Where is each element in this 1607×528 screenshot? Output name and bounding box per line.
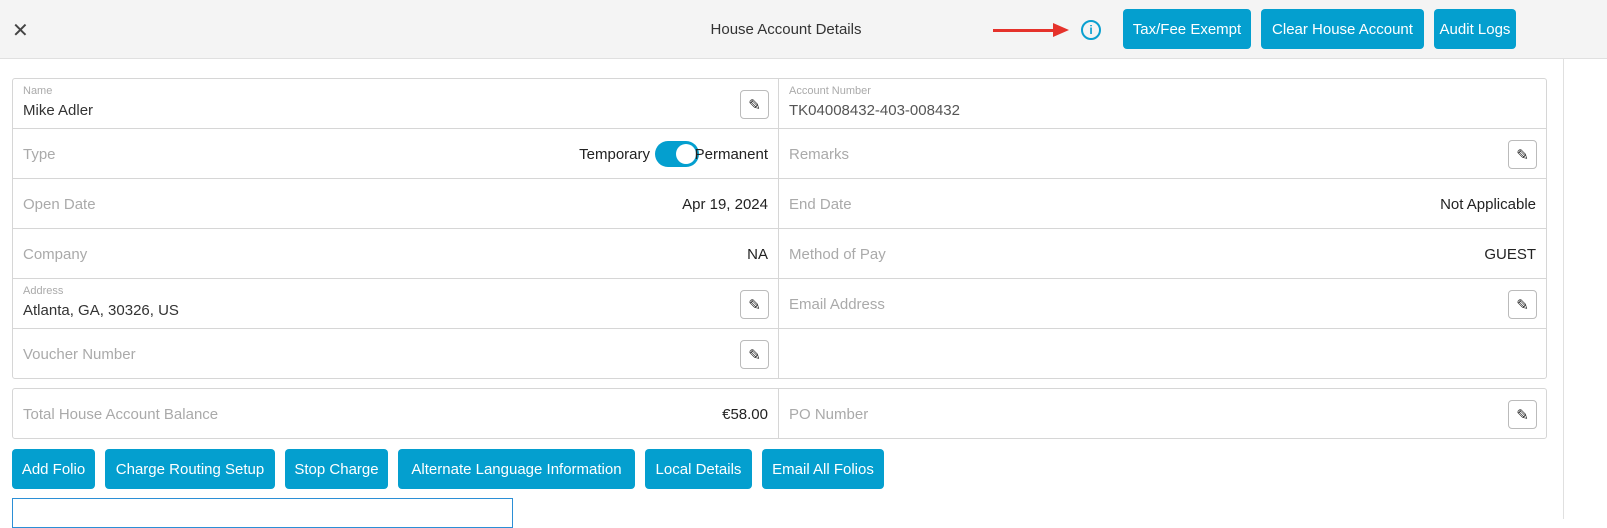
local-details-button[interactable]: Local Details [645, 449, 752, 489]
type-label: Type [23, 146, 56, 163]
method-of-pay-label: Method of Pay [789, 246, 886, 263]
end-date-field: End Date Not Applicable [779, 179, 1546, 228]
charge-routing-setup-button[interactable]: Charge Routing Setup [105, 449, 275, 489]
edit-name-button[interactable]: ✎ [740, 90, 769, 119]
toggle-knob [676, 144, 696, 164]
scrollbar-track[interactable] [1563, 59, 1564, 519]
open-date-field: Open Date Apr 19, 2024 [13, 179, 779, 228]
audit-logs-button[interactable]: Audit Logs [1434, 9, 1516, 49]
details-row: Name Mike Adler ✎ Account Number TK04008… [13, 79, 1546, 129]
name-field: Name Mike Adler ✎ [13, 79, 779, 128]
details-row: Type Temporary Permanent Remarks ✎ [13, 129, 1546, 179]
details-row: Voucher Number ✎ [13, 329, 1546, 379]
details-row: Company NA Method of Pay GUEST [13, 229, 1546, 279]
close-icon[interactable]: ✕ [12, 20, 29, 42]
pencil-icon: ✎ [1516, 296, 1529, 314]
account-number-value: TK04008432-403-008432 [789, 102, 960, 119]
pencil-icon: ✎ [748, 96, 761, 114]
account-number-field: Account Number TK04008432-403-008432 [779, 79, 1546, 128]
po-number-label: PO Number [789, 406, 869, 423]
remarks-field: Remarks ✎ [779, 129, 1546, 178]
name-value: Mike Adler [23, 102, 94, 119]
details-card: Name Mike Adler ✎ Account Number TK04008… [12, 78, 1547, 379]
clear-house-account-button[interactable]: Clear House Account [1261, 9, 1424, 49]
edit-email-button[interactable]: ✎ [1508, 290, 1537, 319]
name-label: Name [23, 85, 53, 97]
details-row: Open Date Apr 19, 2024 End Date Not Appl… [13, 179, 1546, 229]
pencil-icon: ✎ [1516, 146, 1529, 164]
balance-field: Total House Account Balance €58.00 [13, 389, 779, 438]
header-bar: ✕ House Account Details i Tax/Fee Exempt… [0, 0, 1607, 59]
address-field: Address Atlanta, GA, 30326, US ✎ [13, 279, 779, 328]
pencil-icon: ✎ [1516, 406, 1529, 424]
remarks-label: Remarks [789, 146, 850, 163]
company-value: NA [747, 246, 768, 263]
account-number-label: Account Number [789, 85, 871, 97]
type-toggle[interactable] [655, 141, 699, 167]
voucher-label: Voucher Number [23, 346, 136, 363]
temporary-label: Temporary [579, 146, 650, 163]
method-of-pay-field: Method of Pay GUEST [779, 229, 1546, 278]
pencil-icon: ✎ [748, 296, 761, 314]
alternate-language-button[interactable]: Alternate Language Information [398, 449, 635, 489]
type-field: Type Temporary Permanent [13, 129, 779, 178]
method-of-pay-value: GUEST [1484, 246, 1536, 263]
balance-value: €58.00 [722, 406, 768, 423]
voucher-field: Voucher Number ✎ [13, 329, 779, 378]
email-field: Email Address ✎ [779, 279, 1546, 328]
open-date-value: Apr 19, 2024 [682, 196, 768, 213]
permanent-label: Permanent [694, 146, 768, 163]
add-folio-button[interactable]: Add Folio [12, 449, 95, 489]
empty-cell [779, 329, 1546, 378]
po-number-field: PO Number ✎ [779, 389, 1546, 438]
company-field: Company NA [13, 229, 779, 278]
email-all-folios-button[interactable]: Email All Folios [762, 449, 884, 489]
folio-panel [12, 498, 513, 528]
address-value: Atlanta, GA, 30326, US [23, 302, 179, 319]
end-date-label: End Date [789, 196, 852, 213]
address-label: Address [23, 285, 64, 297]
pencil-icon: ✎ [748, 346, 761, 364]
edit-address-button[interactable]: ✎ [740, 290, 769, 319]
red-arrow-annotation [993, 29, 1055, 32]
page-title: House Account Details [710, 21, 862, 38]
edit-remarks-button[interactable]: ✎ [1508, 140, 1537, 169]
open-date-label: Open Date [23, 196, 96, 213]
balance-card: Total House Account Balance €58.00 PO Nu… [12, 388, 1547, 439]
stop-charge-button[interactable]: Stop Charge [285, 449, 388, 489]
tax-fee-exempt-button[interactable]: Tax/Fee Exempt [1123, 9, 1251, 49]
details-row: Address Atlanta, GA, 30326, US ✎ Email A… [13, 279, 1546, 329]
balance-label: Total House Account Balance [23, 406, 219, 423]
end-date-value: Not Applicable [1440, 196, 1536, 213]
edit-po-number-button[interactable]: ✎ [1508, 400, 1537, 429]
edit-voucher-button[interactable]: ✎ [740, 340, 769, 369]
company-label: Company [23, 246, 88, 263]
info-icon[interactable]: i [1081, 20, 1101, 40]
email-label: Email Address [789, 296, 885, 313]
red-arrow-head [1053, 23, 1069, 37]
